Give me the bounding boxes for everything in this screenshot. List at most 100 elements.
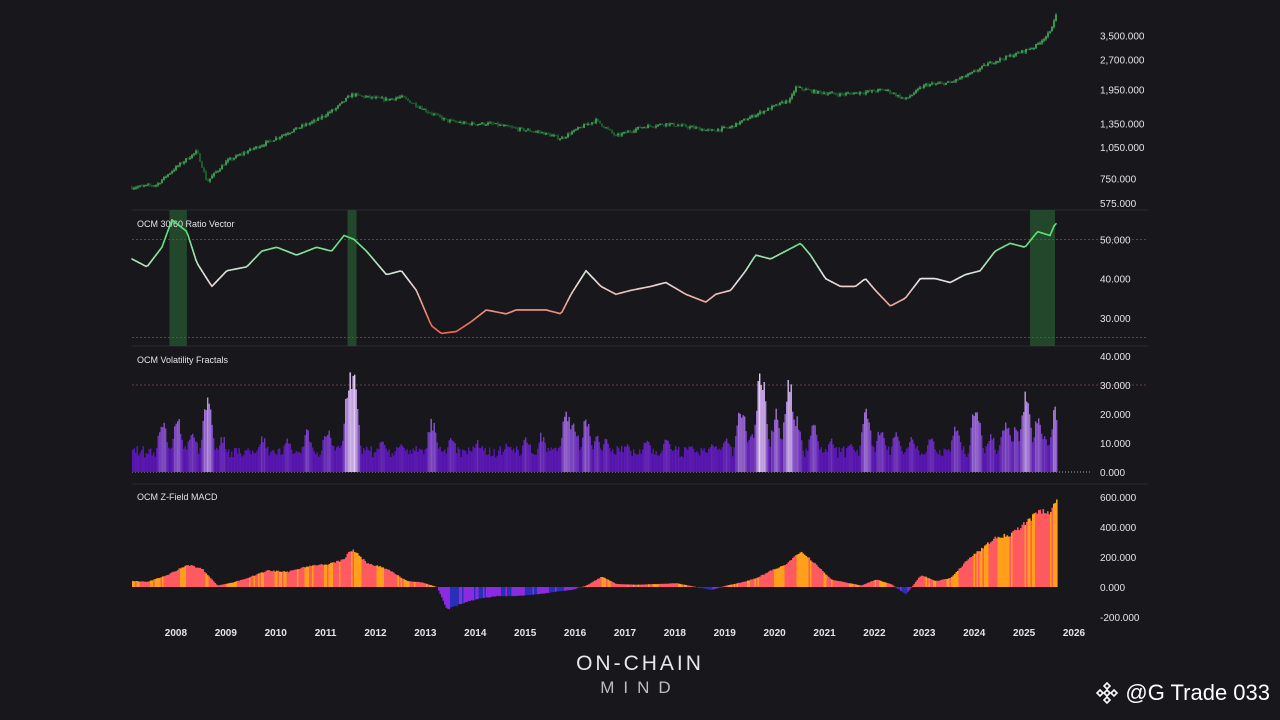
- macd-bar: [709, 587, 712, 590]
- price-candle: [163, 176, 165, 180]
- vol-bar: [1011, 441, 1013, 472]
- macd-bar: [205, 573, 208, 587]
- macd-bar: [1035, 512, 1037, 587]
- price-candle: [775, 104, 777, 106]
- vol-bar: [478, 447, 480, 472]
- macd-bar: [397, 575, 400, 587]
- macd-bar: [804, 554, 806, 587]
- vol-bar: [195, 441, 197, 472]
- macd-bar: [756, 577, 758, 587]
- macd-bar: [540, 587, 542, 594]
- macd-bar: [144, 581, 146, 587]
- vol-bar: [999, 445, 1001, 472]
- vol-bar: [223, 436, 225, 472]
- macd-bar: [342, 559, 344, 587]
- vol-bar: [354, 374, 356, 472]
- price-candle: [981, 65, 983, 69]
- macd-bar: [694, 586, 697, 588]
- ratio-line-segment: [427, 316, 431, 324]
- macd-bar: [531, 587, 533, 595]
- vol-bar: [1017, 431, 1019, 472]
- price-candle: [541, 132, 543, 134]
- price-candle: [787, 100, 789, 103]
- macd-bar: [670, 583, 673, 587]
- macd-bar: [168, 574, 170, 587]
- macd-bar: [732, 584, 734, 587]
- price-candle: [847, 93, 849, 95]
- macd-bar: [355, 552, 358, 587]
- price-candle: [635, 128, 637, 132]
- price-candle: [1049, 31, 1051, 33]
- macd-bar: [747, 580, 749, 587]
- price-candle: [783, 101, 785, 104]
- price-candle: [443, 118, 445, 120]
- price-candle: [939, 82, 941, 84]
- vol-bar: [552, 449, 554, 472]
- price-candle: [417, 106, 419, 108]
- vol-bar: [282, 453, 284, 472]
- macd-bar: [946, 578, 949, 587]
- macd-bar: [994, 536, 997, 587]
- macd-bar: [673, 583, 676, 587]
- vol-bar: [571, 425, 573, 472]
- vol-bar: [936, 452, 938, 472]
- macd-bar: [576, 587, 578, 589]
- macd-bar: [1027, 518, 1030, 587]
- macd-bar: [1021, 524, 1024, 587]
- vol-y-tick-label: 40.000: [1100, 352, 1131, 363]
- macd-bar: [579, 587, 581, 588]
- price-candle: [527, 129, 529, 131]
- macd-bar: [811, 561, 814, 587]
- vol-bar: [651, 453, 653, 472]
- vol-bar: [297, 452, 299, 472]
- price-candle: [1035, 44, 1037, 48]
- vol-bar: [132, 449, 134, 472]
- price-candle: [1001, 58, 1003, 60]
- vol-bar: [316, 452, 318, 472]
- price-candle: [659, 123, 661, 125]
- vol-bar: [232, 457, 234, 472]
- macd-bar: [667, 583, 670, 587]
- vol-bar: [954, 426, 956, 472]
- price-candle: [657, 124, 659, 127]
- vol-bar: [670, 449, 672, 472]
- price-candle: [785, 100, 787, 104]
- macd-bar: [426, 583, 428, 587]
- price-candle: [997, 60, 999, 62]
- macd-bar: [535, 587, 538, 595]
- vol-bar: [991, 439, 993, 472]
- price-candle: [929, 84, 931, 87]
- vol-bar: [439, 446, 441, 472]
- price-candle: [605, 127, 607, 129]
- price-candle: [853, 93, 855, 95]
- macd-bar: [463, 587, 466, 603]
- macd-bar: [678, 583, 680, 587]
- price-candle: [851, 93, 853, 95]
- price-candle: [715, 130, 717, 132]
- price-candle: [545, 132, 547, 135]
- price-candle: [667, 123, 669, 126]
- price-candle: [493, 123, 495, 125]
- macd-bar: [613, 582, 616, 587]
- macd-bar: [505, 587, 508, 597]
- vol-bar: [1047, 445, 1049, 472]
- macd-bar: [363, 558, 365, 587]
- macd-bar: [399, 576, 401, 587]
- macd-bar: [502, 587, 505, 597]
- vol-bar: [790, 384, 792, 472]
- macd-bar: [637, 584, 640, 587]
- vol-bar: [816, 434, 818, 472]
- price-candle: [499, 124, 501, 126]
- price-candle: [1041, 40, 1043, 44]
- price-candle: [771, 106, 773, 110]
- macd-bar: [441, 587, 443, 598]
- macd-bar: [1032, 514, 1034, 587]
- vol-bar: [967, 453, 969, 472]
- price-y-tick-label: 575.000: [1100, 199, 1137, 210]
- macd-bar: [438, 587, 440, 591]
- vol-bar: [393, 455, 395, 472]
- macd-bar: [379, 566, 382, 587]
- price-candle: [471, 122, 473, 125]
- price-y-tick-label: 750.000: [1100, 174, 1137, 185]
- vol-bar: [375, 451, 377, 472]
